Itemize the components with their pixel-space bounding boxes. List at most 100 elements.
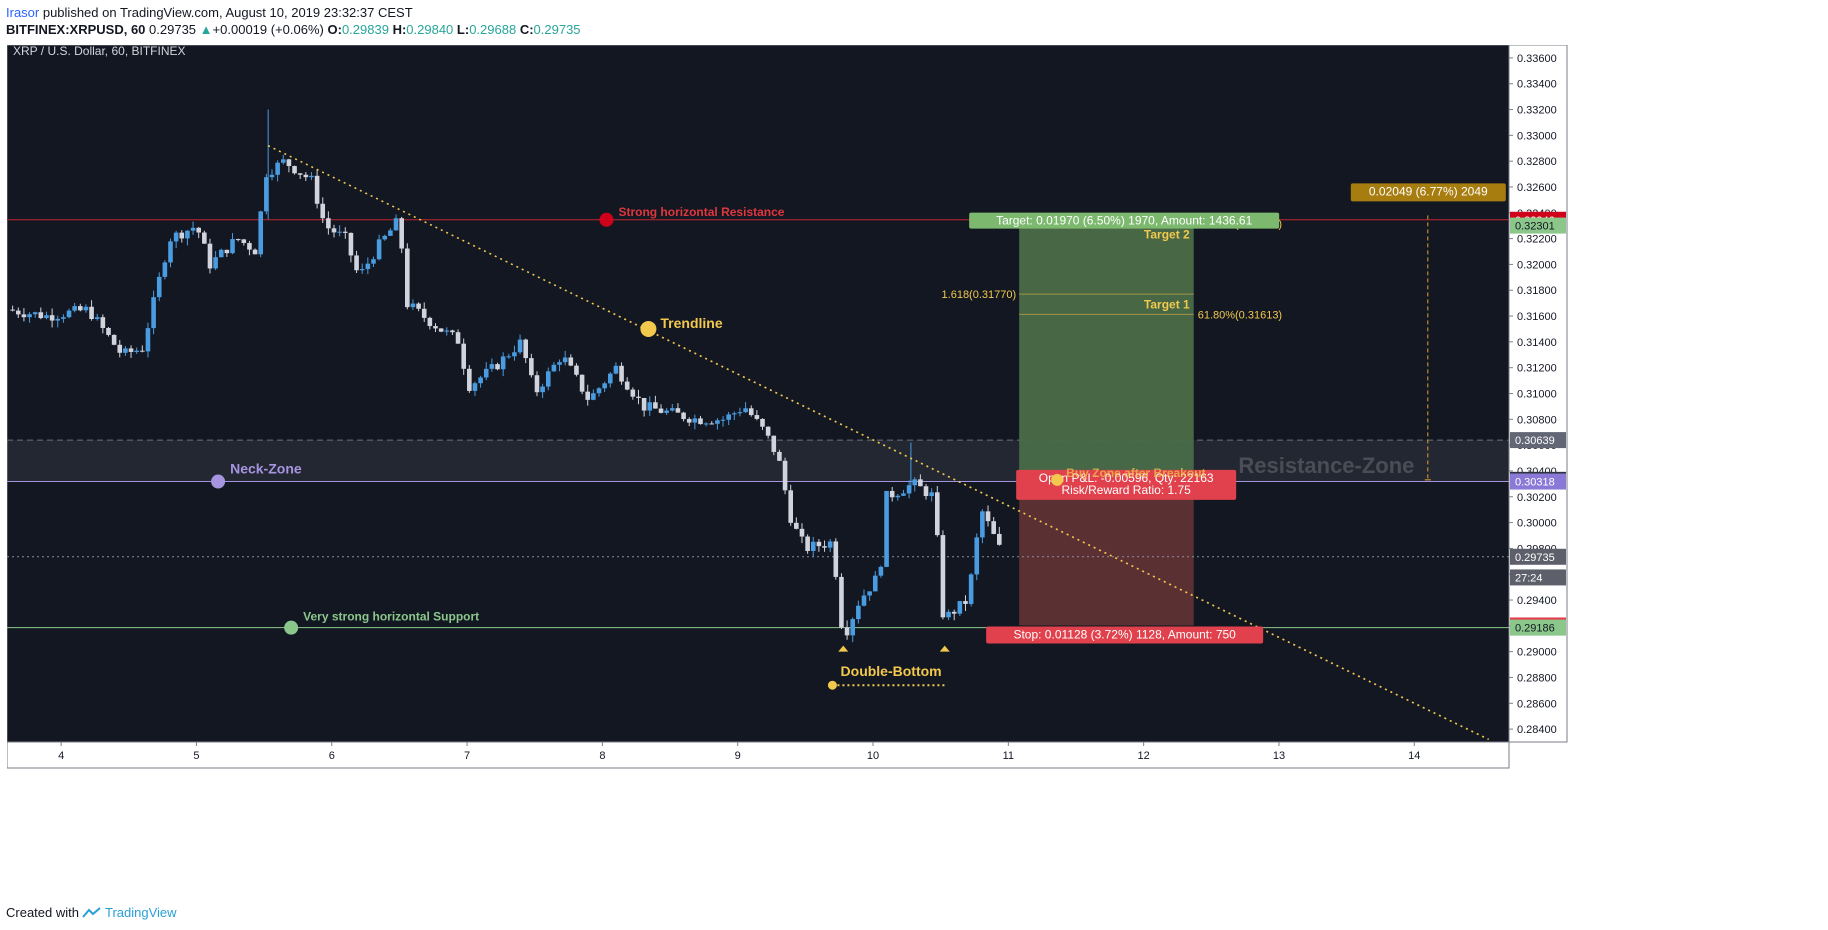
candle-body bbox=[715, 420, 720, 424]
candle-body bbox=[557, 362, 562, 365]
candle-body bbox=[743, 408, 748, 413]
candle-body bbox=[66, 310, 72, 318]
candle-body bbox=[856, 605, 861, 620]
candle-body bbox=[337, 231, 342, 233]
candle-body bbox=[489, 364, 495, 369]
resistance-zone bbox=[7, 440, 1509, 482]
candle-body bbox=[884, 490, 889, 567]
candle-body bbox=[709, 423, 715, 425]
candle-body bbox=[123, 348, 128, 353]
candle-body bbox=[771, 435, 777, 452]
candle-body bbox=[698, 418, 703, 425]
candle-body bbox=[438, 328, 444, 332]
candle-body bbox=[591, 393, 596, 400]
open-value: 0.29839 bbox=[341, 22, 389, 37]
candle-body bbox=[382, 235, 388, 240]
y-tick-label: 0.33400 bbox=[1517, 79, 1557, 91]
candle-body bbox=[991, 521, 996, 534]
position-info: Open P&L: -0.00596, Qty: 22163Risk/Rewar… bbox=[1016, 469, 1237, 500]
candle-body bbox=[777, 451, 782, 461]
price-chart[interactable]: XRP / U.S. Dollar, 60, BITFINEX 0.33600 0.… bbox=[6, 44, 1821, 895]
candle-body bbox=[49, 315, 55, 321]
candle-body bbox=[940, 535, 946, 618]
candle-body bbox=[27, 314, 32, 318]
candle-body bbox=[602, 383, 607, 389]
target-tag: 0.32301 bbox=[1515, 221, 1555, 233]
low-label: L: bbox=[456, 22, 470, 37]
chart-area[interactable]: XRP / U.S. Dollar, 60, BITFINEX 0.33600 0.… bbox=[6, 44, 1821, 900]
publish-line: Irasor published on TradingView.com, Aug… bbox=[6, 4, 581, 21]
candle-body bbox=[461, 343, 466, 369]
candle-body bbox=[224, 249, 230, 254]
candle-body bbox=[545, 371, 551, 387]
candle-body bbox=[230, 239, 235, 254]
high-value: 0.29840 bbox=[406, 22, 454, 37]
candle-body bbox=[675, 408, 681, 413]
neck-tag: 0.30318 bbox=[1515, 477, 1555, 489]
candle-body bbox=[805, 536, 810, 552]
high-label: H: bbox=[392, 22, 407, 37]
y-tick-label: 0.29000 bbox=[1517, 647, 1557, 659]
candle-body bbox=[551, 364, 557, 372]
candle-body bbox=[286, 159, 292, 167]
double-bottom-label: Double-Bottom bbox=[841, 663, 942, 679]
candles bbox=[10, 154, 1002, 643]
y-tick-label: 0.33600 bbox=[1517, 53, 1557, 65]
y-tick-label: 0.33200 bbox=[1517, 105, 1557, 117]
countdown-tag: 27:24 bbox=[1515, 572, 1543, 584]
resistance-marker bbox=[599, 212, 614, 227]
candle-body bbox=[839, 576, 844, 628]
candle-body bbox=[218, 249, 224, 258]
candle-body bbox=[455, 332, 461, 344]
candle-body bbox=[579, 374, 585, 392]
author-link[interactable]: Irasor bbox=[6, 5, 40, 20]
symbol-interval: BITFINEX:XRPUSD, 60 bbox=[6, 22, 146, 37]
candle-body bbox=[173, 232, 179, 242]
candle-body bbox=[929, 492, 934, 497]
candle-body bbox=[190, 227, 196, 231]
close-label: C: bbox=[519, 22, 534, 37]
candle-body bbox=[692, 418, 698, 423]
candle-body bbox=[162, 262, 168, 277]
candle-body bbox=[168, 241, 173, 263]
chart-title: XRP / U.S. Dollar, 60, BITFINEX bbox=[13, 45, 186, 58]
y-tick-label: 0.32600 bbox=[1517, 182, 1557, 194]
target-info: Target: 0.01970 (6.50%) 1970, Amount: 14… bbox=[969, 212, 1280, 229]
stop-info: Stop: 0.01128 (3.72%) 1128, Amount: 750 bbox=[986, 626, 1264, 644]
candle-body bbox=[151, 297, 156, 329]
candle-body bbox=[405, 248, 410, 308]
support-tag-bg bbox=[1510, 619, 1566, 636]
candle-body bbox=[202, 232, 207, 244]
candle-body bbox=[134, 350, 139, 352]
tradingview-brand[interactable]: TradingView bbox=[104, 905, 177, 920]
candle-body bbox=[140, 350, 145, 352]
candle-body bbox=[613, 365, 619, 374]
candle-body bbox=[450, 330, 455, 333]
last-price-tag-bg bbox=[1510, 548, 1566, 565]
y-tick-label: 0.30800 bbox=[1517, 414, 1557, 426]
candle-body bbox=[241, 239, 247, 244]
candle-body bbox=[607, 373, 613, 384]
candle-body bbox=[641, 397, 647, 411]
fib-label: 1.618(0.31770) bbox=[942, 289, 1017, 301]
double-bottom-mark bbox=[838, 645, 849, 652]
candle-body bbox=[376, 239, 382, 260]
candle-body bbox=[264, 177, 269, 212]
candle-body bbox=[416, 303, 421, 309]
x-tick-label: 11 bbox=[1003, 750, 1014, 762]
last-value: 0.29735 bbox=[149, 22, 197, 37]
candle-body bbox=[297, 173, 303, 175]
candle-body bbox=[867, 591, 872, 596]
stop-info-bg bbox=[986, 626, 1264, 644]
y-tick-label: 0.28600 bbox=[1517, 698, 1557, 710]
candle-body bbox=[895, 495, 901, 498]
neck-marker bbox=[211, 474, 226, 489]
low-value: 0.29688 bbox=[469, 22, 517, 37]
candle-body bbox=[923, 486, 929, 497]
target-zone bbox=[1019, 225, 1194, 480]
target-tag-bg bbox=[1510, 217, 1566, 234]
y-tick-label: 0.31000 bbox=[1517, 389, 1557, 401]
y-tick-label: 0.33000 bbox=[1517, 130, 1557, 142]
y-tick-label: 0.28400 bbox=[1517, 724, 1557, 736]
candle-body bbox=[760, 418, 765, 427]
